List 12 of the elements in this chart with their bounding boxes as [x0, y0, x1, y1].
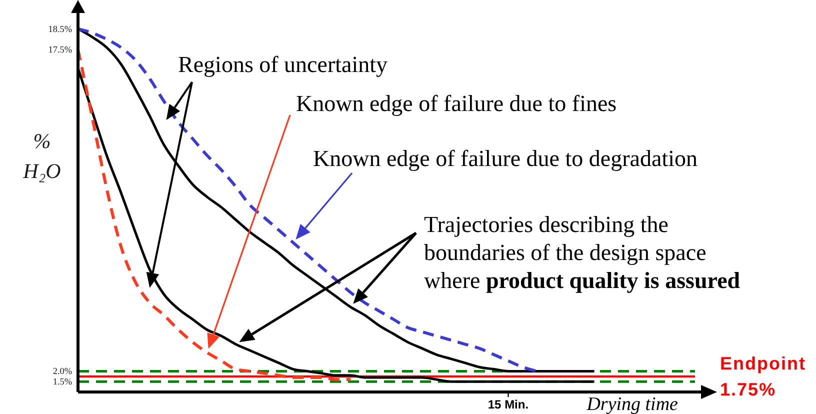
- y-tick-label: 1.5%: [52, 376, 72, 387]
- annotation: Regions of uncertainty: [178, 52, 388, 77]
- ref-line-label: Endpoint 1.75%: [720, 354, 806, 400]
- x-tick-label: 15 Min.: [488, 398, 529, 412]
- annotation: Known edge of failure due to fines: [296, 91, 617, 116]
- annotation: Known edge of failure due to degradation: [313, 146, 698, 171]
- y-tick-label: 2.0%: [52, 366, 72, 376]
- annotation: Trajectories describing the boundaries of the design space where product quality is assured: [424, 212, 740, 293]
- x-axis-title: Drying time: [586, 394, 678, 414]
- y-tick-label: 17.5%: [48, 44, 72, 55]
- y-tick-label: 18.5%: [48, 24, 72, 34]
- y-axis-title: % H₂O: [22, 129, 61, 183]
